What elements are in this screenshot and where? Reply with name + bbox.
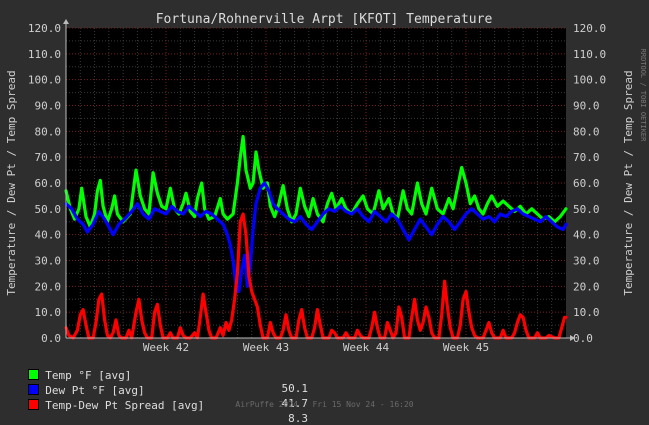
legend-swatch-spread xyxy=(28,399,40,410)
y-tick-label-right: 60.0 xyxy=(573,177,600,190)
legend-swatch-temp xyxy=(28,369,40,380)
y-tick-label-right: 50.0 xyxy=(573,203,600,216)
x-tick-label: Week 42 xyxy=(143,341,189,354)
legend-item-dewpt: Dew Pt °F [avg] 41.7 xyxy=(15,371,308,410)
y-tick-label-left: 10.0 xyxy=(35,306,62,319)
y-axis-arrow xyxy=(63,19,69,24)
y-tick-label-right: 120.0 xyxy=(573,22,606,35)
legend-value-temp: 50.1 xyxy=(281,382,309,395)
y-tick-label-right: 80.0 xyxy=(573,125,600,138)
series-line-0 xyxy=(64,134,568,229)
legend-label-spread: Temp-Dew Pt Spread [avg] xyxy=(45,399,205,412)
y-tick-label-right: 10.0 xyxy=(573,306,600,319)
side-watermark: RRDTOOL / TOBI OETIKER xyxy=(639,49,647,143)
y-tick-label-right: 110.0 xyxy=(573,48,606,61)
legend-swatch-dewpt xyxy=(28,384,40,395)
y-axis-label-left: Temperature / Dew Pt / Temp Spread xyxy=(5,70,18,295)
y-tick-label-left: 60.0 xyxy=(35,177,62,190)
y-tick-label-left: 100.0 xyxy=(28,74,61,87)
y-tick-label-right: 40.0 xyxy=(573,229,600,242)
y-tick-label-left: 110.0 xyxy=(28,48,61,61)
series-line-1 xyxy=(64,181,568,294)
y-tick-label-left: 20.0 xyxy=(35,280,62,293)
legend-label-temp: Temp °F [avg] xyxy=(45,369,132,382)
y-tick-label-right: 30.0 xyxy=(573,255,600,268)
y-tick-label-left: 30.0 xyxy=(35,255,62,268)
x-tick-label: Week 45 xyxy=(443,341,489,354)
y-axis-label-right: Temperature / Dew Pt / Temp Spread xyxy=(622,70,635,295)
y-tick-label-left: 90.0 xyxy=(35,100,62,113)
y-tick-label-right: 100.0 xyxy=(573,74,606,87)
legend-value-dewpt: 41.7 xyxy=(281,397,309,410)
y-tick-label-left: 50.0 xyxy=(35,203,62,216)
footer-timestamp: AirPuffe 2024 - Fri 15 Nov 24 - 16:20 xyxy=(235,400,414,409)
y-tick-label-right: 20.0 xyxy=(573,280,600,293)
y-tick-label-right: 70.0 xyxy=(573,151,600,164)
y-tick-label-left: 0.0 xyxy=(41,332,61,345)
temperature-chart: 0.0 10.0 20.0 30.0 40.0 50.0 60.0 70.0 80.0 90.0 1… xyxy=(5,12,647,354)
x-tick-label: Week 44 xyxy=(343,341,390,354)
y-tick-label-right: 90.0 xyxy=(573,100,600,113)
x-axis-arrow xyxy=(570,335,575,341)
x-tick-labels: Week 42 Week 43 Week 44 Week 45 xyxy=(143,341,489,354)
chart-title: Fortuna/Rohnerville Arpt [KFOT] Temperat… xyxy=(156,12,493,27)
y-tick-labels-left: 0.0 10.0 20.0 30.0 40.0 50.0 60.0 70.0 80.0 90.0 1… xyxy=(28,22,61,345)
y-tick-label-left: 80.0 xyxy=(35,125,62,138)
y-tick-labels-right: 0.0 10.0 20.0 30.0 40.0 50.0 60.0 70.0 80.0 90.0 1… xyxy=(573,22,606,345)
y-tick-label-left: 70.0 xyxy=(35,151,62,164)
y-tick-label-left: 40.0 xyxy=(35,229,62,242)
legend-label-dewpt: Dew Pt °F [avg] xyxy=(45,384,145,397)
y-tick-label-right: 0.0 xyxy=(573,332,593,345)
y-tick-label-left: 120.0 xyxy=(28,22,61,35)
legend-value-spread: 8.3 xyxy=(288,412,308,425)
x-tick-label: Week 43 xyxy=(243,341,289,354)
legend-item-temp: Temp °F [avg] 50.1 xyxy=(15,356,308,395)
